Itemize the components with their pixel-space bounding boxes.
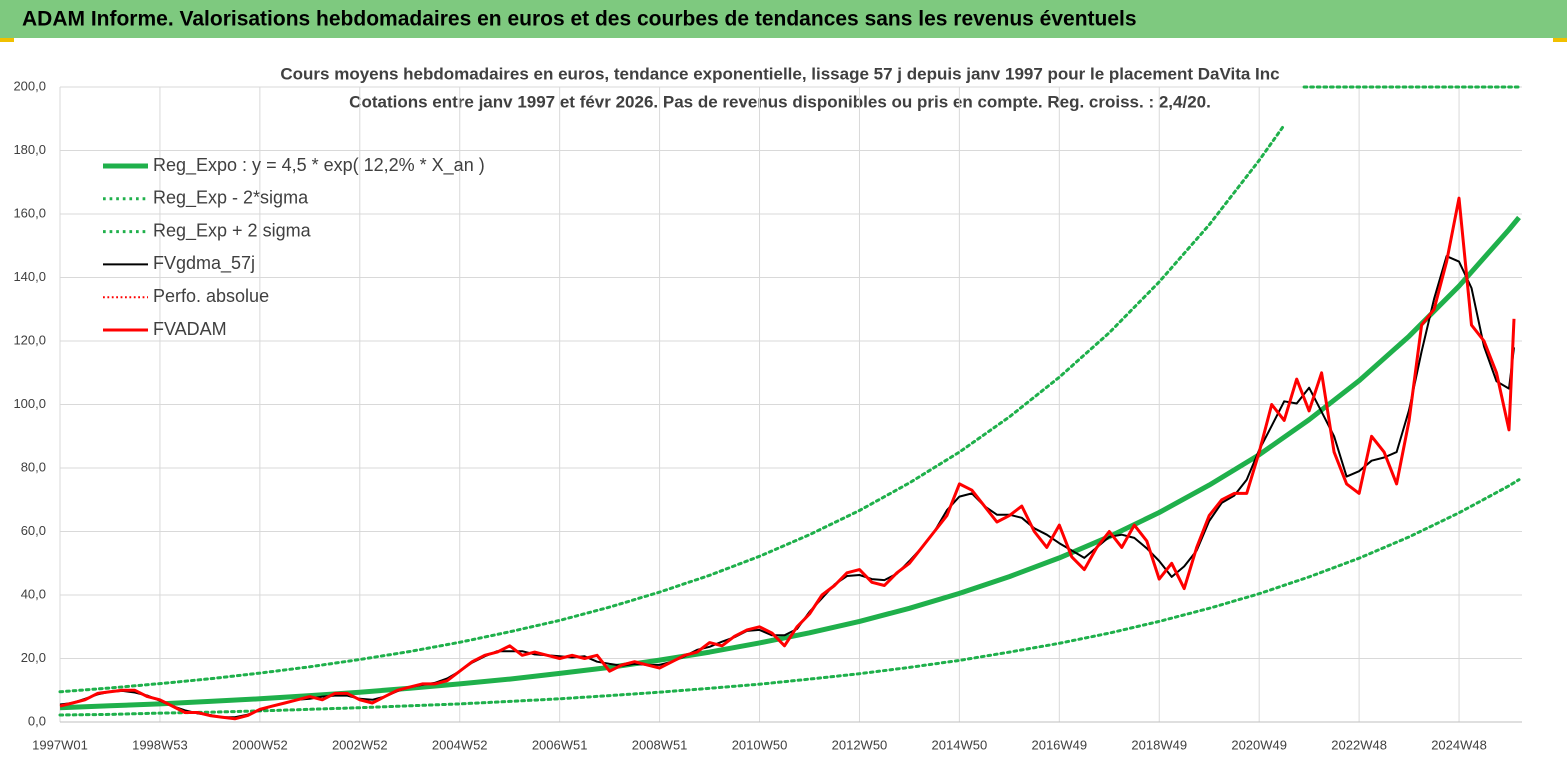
x-tick-label: 2022W48	[1331, 737, 1387, 752]
y-tick-label: 200,0	[13, 78, 46, 93]
plot-lines	[58, 85, 1521, 721]
x-tick-label: 2016W49	[1031, 737, 1087, 752]
y-tick-label: 80,0	[21, 459, 46, 474]
chart-subtitle: Cours moyens hebdomadaires en euros, ten…	[280, 64, 1279, 83]
y-tick-label: 100,0	[13, 396, 46, 411]
y-tick-label: 0,0	[28, 713, 46, 728]
y-tick-label: 60,0	[21, 523, 46, 538]
y-tick-label: 140,0	[13, 269, 46, 284]
legend-label: Reg_Expo : y = 4,5 * exp( 12,2% * X_an )	[153, 155, 485, 176]
x-tick-label: 2024W48	[1431, 737, 1487, 752]
chart-title: ADAM Informe. Valorisations hebdomadaire…	[22, 8, 1137, 31]
y-tick-label: 160,0	[13, 205, 46, 220]
x-tick-label: 1997W01	[32, 737, 88, 752]
x-tick-label: 2008W51	[632, 737, 688, 752]
series-line	[58, 478, 1521, 717]
series-line	[59, 196, 1516, 721]
legend: Reg_Expo : y = 4,5 * exp( 12,2% * X_an )…	[103, 155, 485, 339]
legend-label: FVADAM	[153, 319, 227, 339]
x-tick-label: 2020W49	[1231, 737, 1287, 752]
corner-mark	[1553, 38, 1567, 42]
legend-label: FVgdma_57j	[153, 253, 255, 274]
x-tick-label: 2018W49	[1131, 737, 1187, 752]
legend-label: Perfo. absolue	[153, 286, 269, 306]
legend-label: Reg_Exp - 2*sigma	[153, 188, 309, 209]
banner	[0, 0, 1567, 38]
x-tick-label: 2004W52	[432, 737, 488, 752]
chart-subtitle: Cotations entre janv 1997 et févr 2026. …	[349, 92, 1211, 111]
x-tick-label: 2012W50	[832, 737, 888, 752]
x-tick-label: 2000W52	[232, 737, 288, 752]
x-tick-label: 1998W53	[132, 737, 188, 752]
x-tick-label: 2010W50	[732, 737, 788, 752]
y-tick-label: 180,0	[13, 142, 46, 157]
x-tick-label: 2002W52	[332, 737, 388, 752]
y-tick-label: 120,0	[13, 332, 46, 347]
x-tick-label: 2014W50	[932, 737, 988, 752]
y-tick-label: 20,0	[21, 650, 46, 665]
y-tick-label: 40,0	[21, 586, 46, 601]
corner-mark	[0, 38, 14, 42]
legend-label: Reg_Exp + 2 sigma	[153, 220, 312, 241]
grid: 0,0 20,0 40,0 60,0 80,0 100,0 120,0 140,0 160,0 1…	[13, 78, 1522, 752]
series-line	[58, 85, 1521, 694]
x-tick-label: 2006W51	[532, 737, 588, 752]
